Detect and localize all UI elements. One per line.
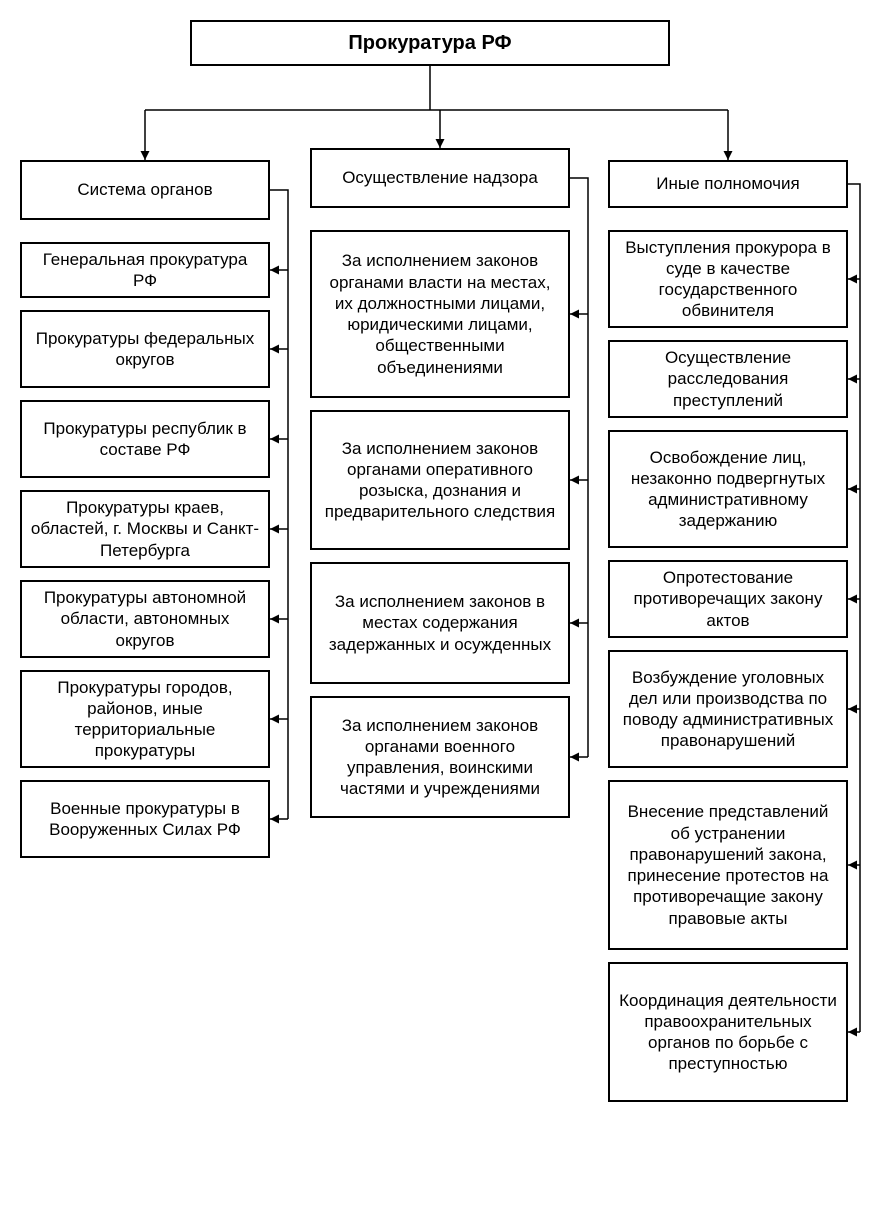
item-power-submissions: Внесение представлений об устранении пра… [608, 780, 848, 950]
org-chart: Прокуратура РФ Система органов Осуществл… [20, 20, 867, 1185]
item-power-protest: Опротестование противоречащих закону акт… [608, 560, 848, 638]
item-power-investigate: Осуществление расследования преступлений [608, 340, 848, 418]
column-header-other-powers: Иные полномочия [608, 160, 848, 208]
item-power-initiate-cases: Возбуждение уголовных дел или производст… [608, 650, 848, 768]
item-super-military: За исполнением законов органами военного… [310, 696, 570, 818]
item-general-prosecutor: Генеральная прокуратура РФ [20, 242, 270, 298]
item-super-investigation: За исполнением законов органами оператив… [310, 410, 570, 550]
column-header-system: Система органов [20, 160, 270, 220]
item-federal-districts: Прокуратуры федеральных округов [20, 310, 270, 388]
column-header-supervision: Осуществление надзора [310, 148, 570, 208]
item-regions-moscow-spb: Прокуратуры краев, областей, г. Москвы и… [20, 490, 270, 568]
item-autonomous: Прокуратуры автономной области, автономн… [20, 580, 270, 658]
item-military: Военные прокуратуры в Вооруженных Силах … [20, 780, 270, 858]
item-power-release: Освобождение лиц, незаконно подвергнутых… [608, 430, 848, 548]
item-cities-districts: Прокуратуры городов, районов, иные терри… [20, 670, 270, 768]
item-power-court: Выступления прокурора в суде в качестве … [608, 230, 848, 328]
item-power-coordination: Координация деятельности правоохранитель… [608, 962, 848, 1102]
item-republics: Прокуратуры республик в составе РФ [20, 400, 270, 478]
item-super-authorities: За исполнением законов органами власти н… [310, 230, 570, 398]
root-node: Прокуратура РФ [190, 20, 670, 66]
item-super-detention: За исполнением законов в местах содержан… [310, 562, 570, 684]
